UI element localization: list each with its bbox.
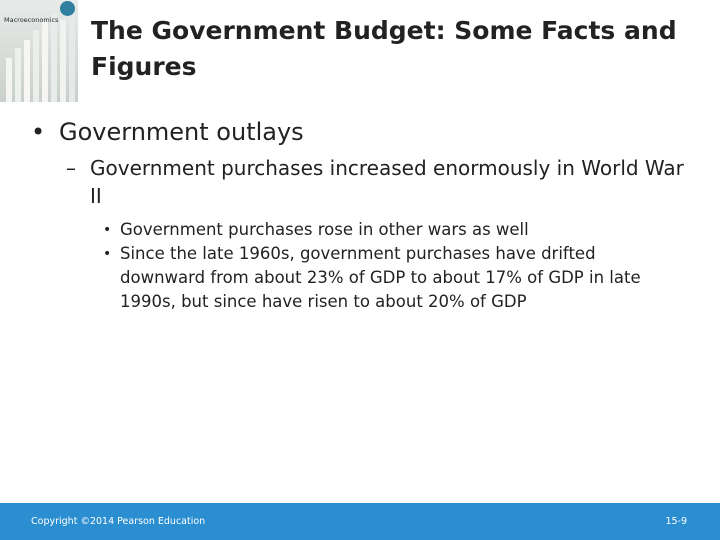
bullet-text: Government purchases increased enormousl… bbox=[90, 156, 684, 208]
edition-badge bbox=[60, 1, 75, 16]
bullet-text: Since the late 1960s, government purchas… bbox=[120, 244, 641, 311]
slide-title: The Government Budget: Some Facts and Fi… bbox=[91, 16, 677, 81]
bullet-marker: • bbox=[103, 246, 112, 262]
dash-marker: – bbox=[66, 156, 76, 180]
footer-bar: Copyright ©2014 Pearson Education 15-9 bbox=[0, 503, 720, 540]
bullet-text: Government purchases rose in other wars … bbox=[120, 220, 529, 239]
bullet-marker: • bbox=[103, 222, 112, 238]
cover-bars-graphic bbox=[6, 10, 75, 102]
cover-title: Macroeconomics bbox=[4, 16, 59, 24]
bullet-marker: • bbox=[31, 118, 46, 146]
copyright-text: Copyright ©2014 Pearson Education bbox=[31, 516, 206, 527]
bullet-text: Government outlays bbox=[59, 118, 304, 146]
page-number: 15-9 bbox=[665, 516, 687, 527]
book-cover-thumbnail: Macroeconomics bbox=[0, 0, 78, 102]
